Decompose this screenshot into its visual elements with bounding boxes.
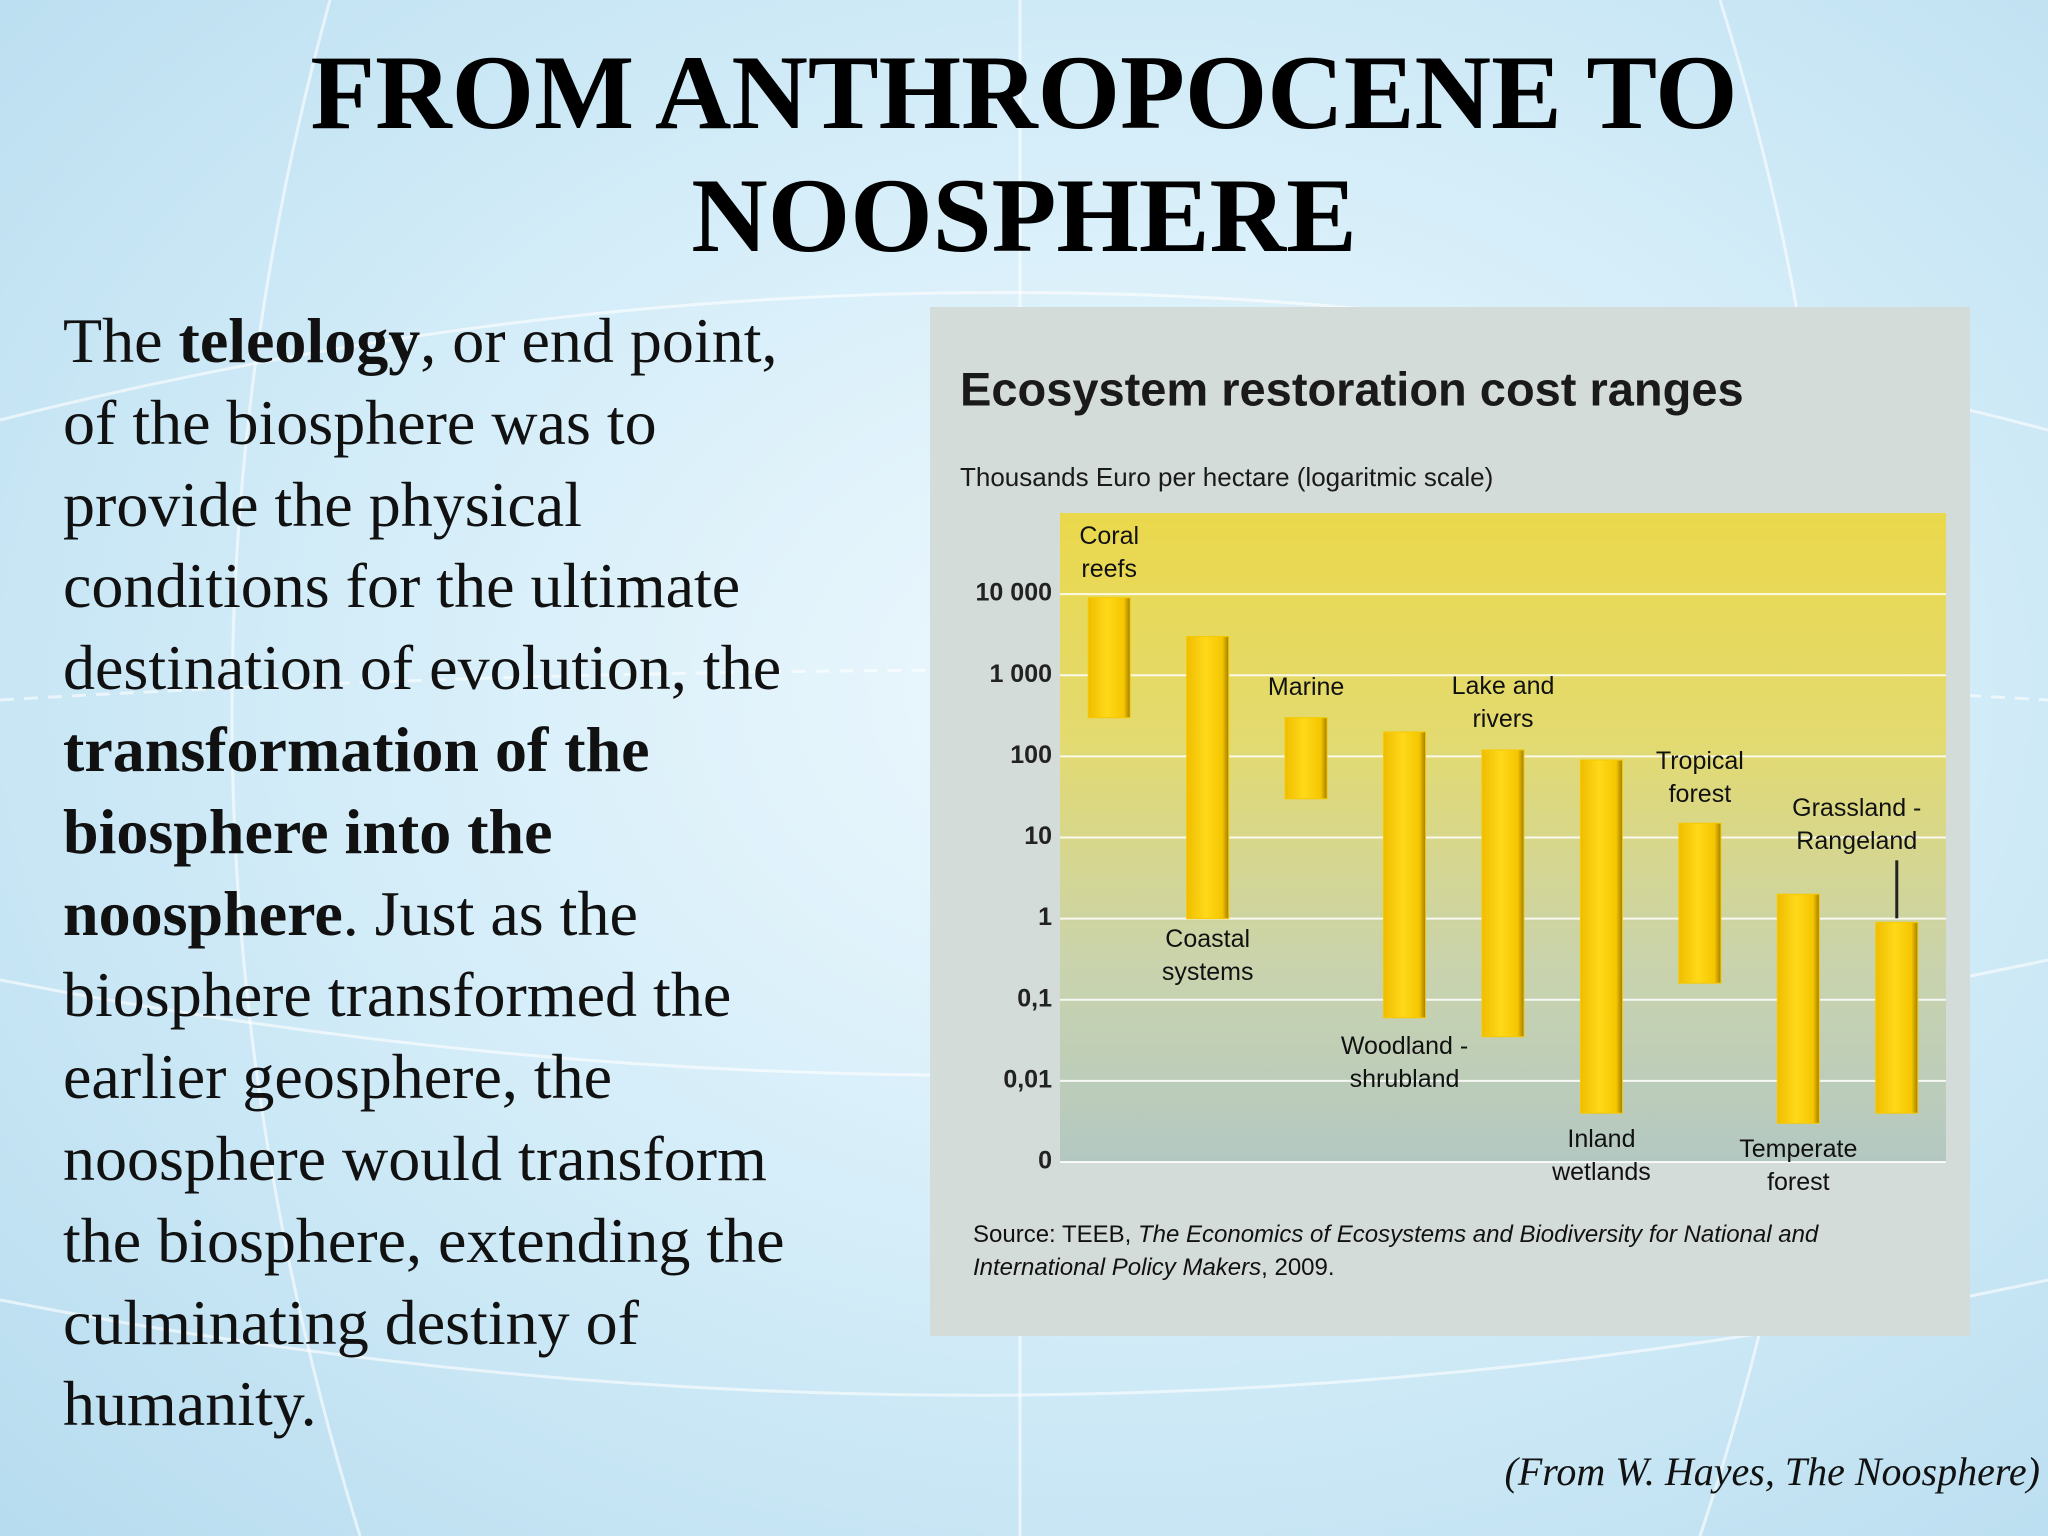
bar — [1678, 822, 1722, 984]
y-tick-label: 0,01 — [1003, 1065, 1052, 1093]
category-label: Lake and rivers — [1451, 671, 1555, 733]
category-label: Tropical forest — [1655, 747, 1744, 809]
text-run: provide the physical — [63, 468, 582, 540]
text-run: biosphere transformed the — [63, 959, 732, 1031]
category-label: Coral reefs — [1079, 521, 1140, 583]
text-run: Source: TEEB, — [973, 1221, 1138, 1248]
text-run: earlier geosphere, the — [63, 1041, 613, 1113]
category-label: Temperate forest — [1739, 1135, 1858, 1197]
text-line: of the biosphere was to — [63, 382, 785, 464]
bar — [1284, 717, 1328, 800]
bar — [1776, 893, 1820, 1124]
y-tick-label: 100 — [1010, 741, 1052, 769]
text-line: biosphere transformed the — [63, 954, 785, 1036]
text-line: transformation of the — [63, 709, 785, 791]
category-label: Woodland - shrubland — [1340, 1031, 1469, 1093]
text-line: earlier geosphere, the — [63, 1036, 785, 1118]
text-line: destination of evolution, the — [63, 627, 785, 709]
bar — [1087, 597, 1131, 719]
chart-title: Ecosystem restoration cost ranges — [960, 362, 1744, 415]
y-tick-label: 1 000 — [989, 660, 1052, 688]
bar — [1186, 636, 1230, 920]
y-tick-label: 1 — [1038, 903, 1052, 931]
chart-subtitle: Thousands Euro per hectare (logaritmic s… — [960, 462, 1493, 492]
chart-source: Source: TEEB, The Economics of Ecosystem… — [973, 1218, 1873, 1284]
bold-text: noosphere — [63, 877, 343, 949]
text-run: destination of evolution, the — [63, 632, 782, 704]
text-run: noosphere would transform — [63, 1122, 767, 1194]
text-line: humanity. — [63, 1363, 785, 1445]
text-line: The teleology, or end point, — [63, 300, 785, 382]
slide-title: FROM ANTHROPOCENE TO — [310, 34, 1738, 151]
text-line: noosphere. Just as the — [63, 873, 785, 955]
text-run: , 2009. — [1261, 1254, 1335, 1281]
bar — [1579, 759, 1623, 1114]
text-run: conditions for the ultimate — [63, 550, 741, 622]
text-line: noosphere would transform — [63, 1118, 785, 1200]
text-run: . Just as the — [342, 877, 638, 949]
text-run: humanity. — [63, 1368, 317, 1440]
text-line: biosphere into the — [63, 791, 785, 873]
category-label: Marine — [1267, 672, 1345, 701]
citation: (From W. Hayes, The Noosphere) — [1504, 1449, 2041, 1494]
text-line: culminating destiny of — [63, 1282, 785, 1364]
bar — [1383, 731, 1427, 1019]
category-label: Grassland - Rangeland — [1792, 794, 1922, 856]
text-line: provide the physical — [63, 464, 785, 546]
category-label: Coastal systems — [1161, 924, 1254, 986]
bold-text: biosphere into the — [63, 795, 553, 867]
slide-title: NOOSPHERE — [691, 157, 1357, 274]
y-tick-label: 0,1 — [1017, 984, 1052, 1012]
bold-text: transformation of the — [63, 713, 650, 785]
y-tick-label: 10 000 — [976, 579, 1052, 607]
bar — [1481, 749, 1525, 1038]
text-line: conditions for the ultimate — [63, 545, 785, 627]
y-tick-label: 0 — [1038, 1147, 1052, 1175]
text-run: of the biosphere was to — [63, 386, 657, 458]
text-run: culminating destiny of — [63, 1286, 639, 1358]
text-line: the biosphere, extending the — [63, 1200, 785, 1282]
bar — [1875, 921, 1919, 1114]
text-run: the biosphere, extending the — [63, 1204, 785, 1276]
y-tick-label: 10 — [1024, 822, 1052, 850]
bold-text: teleology — [178, 305, 421, 376]
body-text: The teleology, or end point, of the biosp… — [63, 300, 785, 1445]
italic-text: The Economics of Ecosystems and Biodiver… — [973, 1221, 1819, 1281]
text-run: The — [63, 305, 179, 376]
text-run: , or end point, — [420, 305, 778, 376]
category-label: Inland wetlands — [1552, 1125, 1651, 1187]
